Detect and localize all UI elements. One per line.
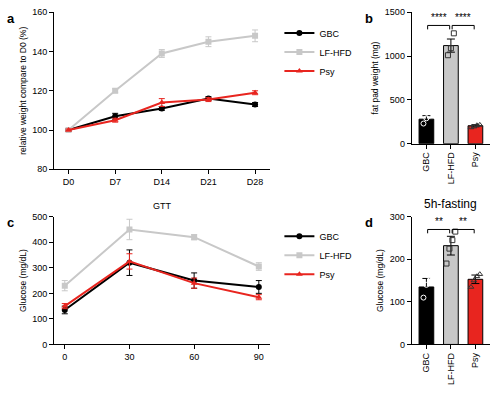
svg-text:relative weight compare to D0: relative weight compare to D0 (%) [18,27,28,155]
svg-text:100: 100 [390,297,405,307]
svg-text:Psy: Psy [319,270,335,280]
svg-text:****: **** [431,12,447,23]
svg-text:d: d [365,215,373,230]
svg-text:300: 300 [32,263,47,273]
svg-text:1000: 1000 [385,51,405,61]
svg-text:D28: D28 [247,177,264,187]
svg-text:GBC: GBC [319,29,339,39]
svg-text:LF-HFD: LF-HFD [446,152,456,184]
svg-text:GTT: GTT [153,201,171,211]
svg-text:D0: D0 [63,177,75,187]
svg-text:100: 100 [32,125,47,135]
svg-text:0: 0 [400,340,405,350]
svg-text:Psy: Psy [319,67,335,77]
svg-text:Psy: Psy [470,353,480,369]
svg-text:200: 200 [32,289,47,299]
svg-text:80: 80 [37,164,47,174]
svg-text:160: 160 [32,7,47,17]
svg-text:1500: 1500 [385,7,405,17]
svg-text:LF-HFD: LF-HFD [319,251,351,261]
svg-text:90: 90 [254,352,264,362]
svg-text:GBC: GBC [421,152,431,172]
svg-text:200: 200 [390,254,405,264]
svg-text:Psy: Psy [470,152,480,168]
svg-text:500: 500 [390,95,405,105]
svg-text:b: b [365,11,373,26]
svg-text:300: 300 [390,212,405,222]
svg-text:400: 400 [32,237,47,247]
svg-text:**: ** [435,216,443,227]
svg-text:c: c [7,215,14,230]
svg-text:140: 140 [32,47,47,57]
svg-text:120: 120 [32,86,47,96]
svg-text:****: **** [455,12,471,23]
svg-text:a: a [7,11,15,26]
svg-text:Glucose (mg/dL): Glucose (mg/dL) [18,249,28,312]
svg-text:Glucose (mg/dL): Glucose (mg/dL) [375,249,385,312]
svg-text:0: 0 [42,340,47,350]
svg-text:D14: D14 [154,177,171,187]
svg-text:100: 100 [32,314,47,324]
svg-text:0: 0 [62,352,67,362]
svg-text:LF-HFD: LF-HFD [446,353,456,385]
svg-text:GBC: GBC [421,353,431,373]
svg-text:500: 500 [32,212,47,222]
svg-text:LF-HFD: LF-HFD [319,48,351,58]
svg-text:fat pad weight (mg): fat pad weight (mg) [370,41,380,114]
svg-text:60: 60 [189,352,199,362]
svg-text:30: 30 [124,352,134,362]
svg-text:0: 0 [400,139,405,149]
svg-text:D7: D7 [109,177,121,187]
svg-text:D21: D21 [200,177,217,187]
svg-text:5h-fasting: 5h-fasting [424,197,477,211]
svg-text:GBC: GBC [319,232,339,242]
svg-text:**: ** [459,216,467,227]
